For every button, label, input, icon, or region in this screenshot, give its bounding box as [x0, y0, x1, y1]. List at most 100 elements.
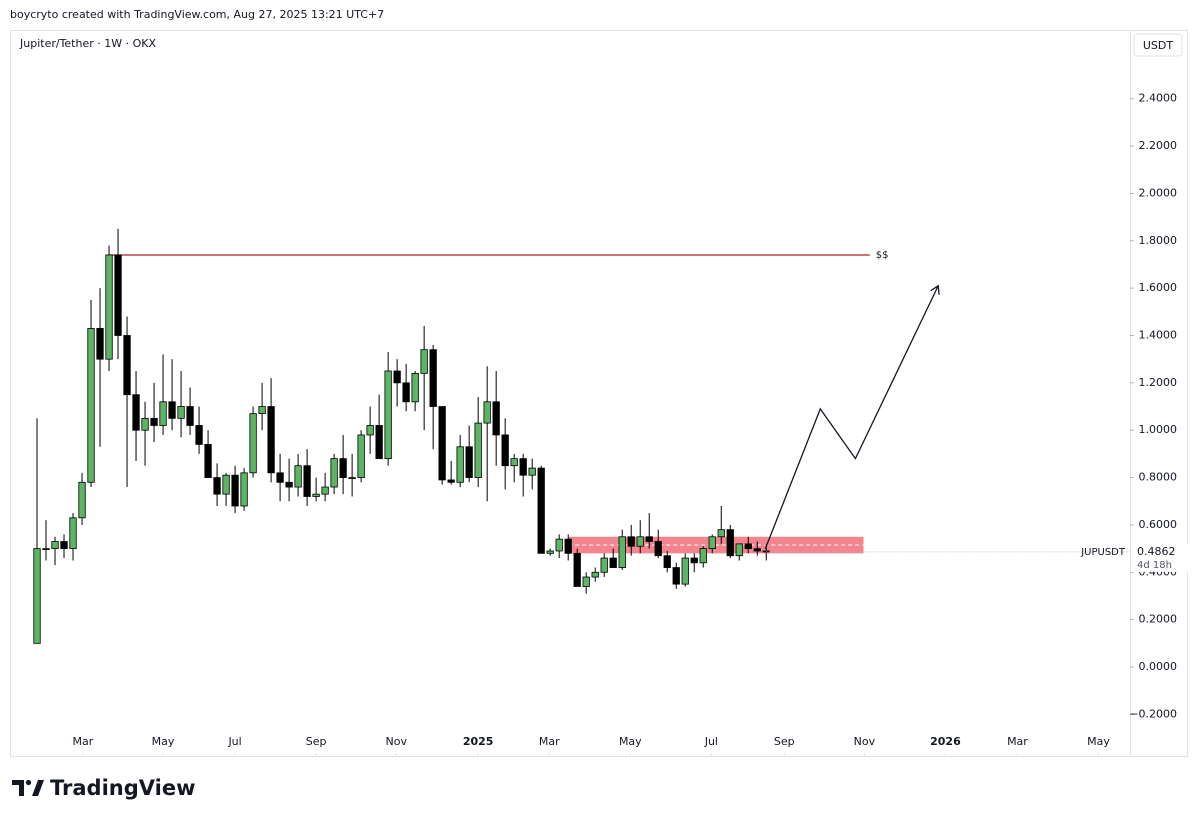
x-tick-label: May	[1087, 735, 1110, 748]
x-tick-label: Mar	[73, 735, 94, 748]
candle-body	[537, 467, 545, 554]
chart-title: Jupiter/Tether · 1W · OKX	[19, 37, 156, 50]
candle-body	[474, 422, 482, 478]
candle-body	[141, 417, 149, 431]
candle-body	[429, 349, 437, 407]
brand: TradingView	[50, 776, 195, 800]
candle-body	[555, 538, 563, 552]
y-tick-label: 0.0000	[1139, 660, 1178, 673]
candle-body	[402, 382, 410, 403]
candle-body	[735, 543, 743, 557]
y-tick-label: −0.2000	[1129, 707, 1177, 720]
candle-body	[672, 567, 680, 585]
candle-body	[753, 548, 761, 552]
candle-body	[240, 472, 248, 507]
candle-body	[294, 465, 302, 488]
symbol-label: JUPUSDT	[1080, 547, 1126, 558]
candle-body	[645, 536, 653, 542]
candle-body	[699, 548, 707, 564]
candle-body	[375, 425, 383, 460]
candle-body	[492, 401, 500, 436]
y-tick-label: 2.0000	[1139, 186, 1178, 199]
candle-body	[420, 349, 428, 374]
x-tick-label: Nov	[854, 735, 876, 748]
candle-body	[186, 406, 194, 426]
candle-body	[267, 406, 275, 474]
x-tick-label: 2025	[463, 735, 494, 748]
candle-body	[159, 401, 167, 426]
candle-body	[78, 481, 86, 519]
candle-body	[744, 543, 752, 550]
candle-body	[150, 417, 158, 426]
candle-body	[609, 557, 617, 568]
candle-body	[717, 529, 725, 538]
candle-body	[573, 552, 581, 587]
candle-body	[213, 477, 221, 495]
y-tick-label: 1.8000	[1139, 234, 1178, 247]
candle-body	[456, 446, 464, 483]
candle-body	[177, 406, 185, 419]
candle-body	[195, 425, 203, 445]
x-tick-label: Jul	[227, 735, 241, 748]
candle-body	[528, 467, 536, 476]
y-tick-label: 0.6000	[1139, 518, 1178, 531]
projection-path	[764, 285, 939, 549]
x-tick-label: Sep	[306, 735, 327, 748]
x-tick-label: Sep	[774, 735, 795, 748]
candle-body	[321, 486, 329, 495]
x-tick-label: May	[152, 735, 175, 748]
candle-body	[87, 327, 95, 483]
candle-body	[654, 541, 662, 557]
candle-body	[204, 444, 212, 478]
currency: USDT	[1143, 39, 1174, 52]
candle-body	[60, 541, 68, 550]
candle-body	[519, 458, 527, 476]
candle-body	[447, 479, 455, 483]
y-tick-label: 0.2000	[1139, 613, 1178, 626]
candle-body	[600, 557, 608, 573]
y-tick-label: 0.8000	[1139, 471, 1178, 484]
x-tick-label: 2026	[930, 735, 961, 748]
last-price: 0.4862	[1137, 545, 1176, 558]
chart-frame	[10, 30, 1188, 757]
candle-body	[708, 536, 716, 550]
brand-logo	[12, 779, 44, 796]
candle-body	[303, 465, 311, 497]
candle-body	[339, 458, 347, 478]
candle-body	[636, 536, 644, 547]
candle-body	[438, 406, 446, 481]
x-tick-label: Nov	[386, 735, 408, 748]
candle-body	[582, 576, 590, 587]
candle-body	[627, 536, 635, 547]
y-tick-label: 2.2000	[1139, 139, 1178, 152]
y-tick-label: 1.4000	[1139, 328, 1178, 341]
candle-body	[348, 477, 356, 479]
candle-body	[501, 434, 509, 467]
candle-body	[366, 425, 374, 436]
y-tick-label: 1.6000	[1139, 281, 1178, 294]
candle-body	[51, 541, 59, 550]
x-tick-label: Jul	[704, 735, 718, 748]
candle-body	[231, 474, 239, 507]
header: boycryto created with TradingView.com, A…	[10, 8, 384, 21]
candle-body	[681, 557, 689, 585]
candle-body	[285, 481, 293, 488]
candle-body	[114, 254, 122, 336]
candle-body	[618, 536, 626, 568]
projection-arrowhead	[930, 284, 940, 295]
candle-body	[726, 529, 734, 557]
candle-body	[105, 254, 113, 360]
candle-body	[132, 394, 140, 431]
price-tag	[1131, 543, 1188, 572]
x-tick-label: May	[619, 735, 642, 748]
x-tick-label: Mar	[1007, 735, 1028, 748]
y-tick-label: 1.2000	[1139, 376, 1178, 389]
candle-body	[258, 406, 266, 415]
y-tick-label: 2.4000	[1139, 92, 1178, 105]
candle-body	[384, 370, 392, 460]
resistance-label: $$	[876, 250, 889, 261]
candle-body	[483, 401, 491, 424]
candle-body	[690, 557, 698, 564]
candle-body	[222, 474, 230, 495]
